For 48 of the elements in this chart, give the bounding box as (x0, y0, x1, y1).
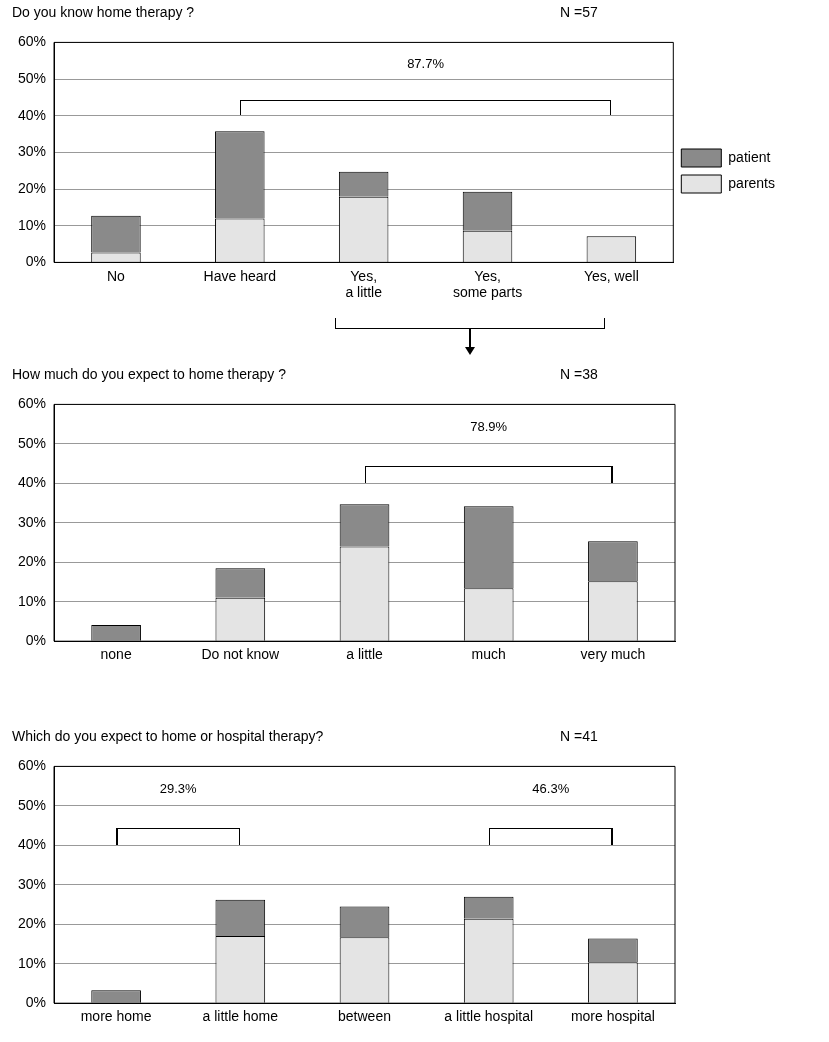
y-tick-label: 60% (17, 757, 47, 774)
legend-label: parents (728, 174, 776, 191)
y-tick-label: 10% (17, 954, 47, 971)
y-tick-label: 30% (17, 513, 47, 530)
x-tick-label: Yes, some parts (452, 267, 523, 301)
legend-label: patient (728, 148, 771, 165)
x-tick-label: Do not know (201, 646, 281, 663)
chart-subtitle: N =38 (560, 366, 598, 382)
x-tick-label: between (338, 1008, 391, 1025)
y-tick-label: 0% (25, 632, 47, 649)
y-tick-label: 60% (17, 395, 47, 412)
chart-subtitle: N =57 (560, 4, 598, 20)
chart-title: How much do you expect to home therapy ? (12, 366, 286, 382)
y-tick-label: 30% (17, 143, 47, 160)
y-tick-label: 50% (17, 69, 47, 86)
y-tick-label: 50% (17, 796, 47, 813)
y-tick-label: 40% (17, 106, 47, 123)
y-tick-label: 40% (17, 836, 47, 853)
y-tick-label: 40% (17, 474, 47, 491)
y-tick-label: 20% (17, 179, 47, 196)
annotation: 78.9% (470, 418, 508, 434)
x-tick-label: Yes, well (584, 267, 639, 284)
x-tick-label: Have heard (203, 267, 276, 284)
y-tick-label: 20% (17, 915, 47, 932)
y-tick-label: 20% (17, 553, 47, 570)
x-tick-label: more hospital (570, 1008, 655, 1025)
y-tick-label: 60% (17, 33, 47, 50)
chart-title: Do you know home therapy ? (12, 4, 195, 20)
x-tick-label: a little (346, 646, 384, 663)
y-tick-label: 10% (17, 592, 47, 609)
x-tick-label: very much (580, 646, 646, 663)
x-tick-label: none (100, 646, 132, 663)
chart-title: Which do you expect to home or hospital therapy? (12, 728, 324, 744)
annotation: 46.3% (532, 780, 570, 796)
y-tick-label: 0% (25, 994, 47, 1011)
chart-subtitle: N =41 (560, 728, 598, 744)
x-tick-label: No (107, 267, 126, 284)
annotation: 29.3% (159, 780, 197, 796)
y-tick-label: 10% (17, 216, 47, 233)
x-tick-label: a little home (202, 1008, 279, 1025)
x-tick-label: more home (80, 1008, 152, 1025)
x-tick-label: much (471, 646, 506, 663)
x-tick-label: Yes, a little (345, 267, 383, 301)
annotation: 87.7% (407, 55, 445, 71)
y-tick-label: 50% (17, 434, 47, 451)
x-tick-label: a little hospital (444, 1008, 534, 1025)
y-tick-label: 0% (25, 253, 47, 270)
y-tick-label: 30% (17, 875, 47, 892)
